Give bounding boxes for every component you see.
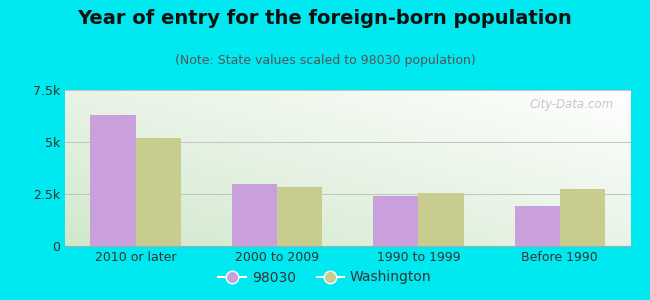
Text: Year of entry for the foreign-born population: Year of entry for the foreign-born popul… xyxy=(77,9,573,28)
Bar xyxy=(277,187,322,246)
Bar xyxy=(560,189,605,246)
Bar xyxy=(373,196,419,246)
Bar xyxy=(90,115,136,246)
Bar xyxy=(232,184,277,246)
Text: City-Data.com: City-Data.com xyxy=(529,98,614,111)
Text: (Note: State values scaled to 98030 population): (Note: State values scaled to 98030 popu… xyxy=(175,54,475,67)
Bar xyxy=(419,193,463,246)
Legend: 98030, Washington: 98030, Washington xyxy=(213,265,437,290)
Bar xyxy=(515,206,560,246)
Bar xyxy=(136,138,181,246)
